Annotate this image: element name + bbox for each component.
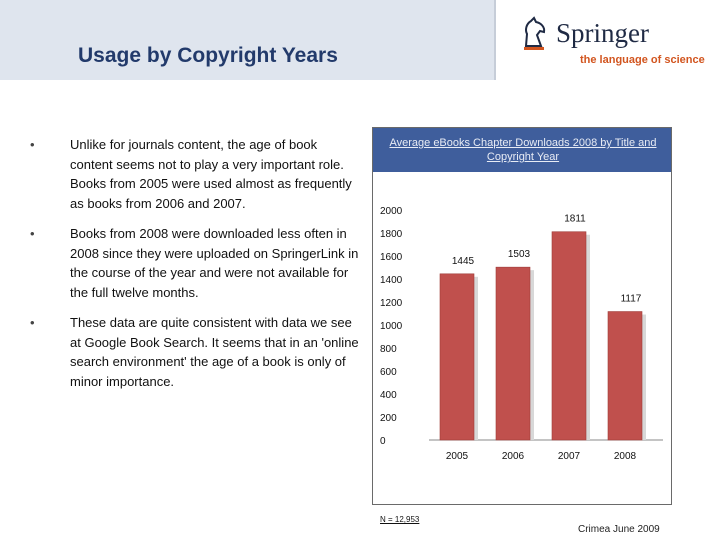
y-tick-label: 0: [380, 436, 386, 447]
bullet-text: These data are quite consistent with dat…: [70, 315, 359, 389]
header-band: [0, 0, 496, 80]
slide-title: Usage by Copyright Years: [78, 44, 338, 67]
chart-title: Average eBooks Chapter Downloads 2008 by…: [389, 137, 657, 163]
y-tick-label: 1200: [380, 298, 403, 309]
chart-header: Average eBooks Chapter Downloads 2008 by…: [373, 128, 671, 172]
y-tick-label: 400: [380, 390, 397, 401]
bullet-item: • Books from 2008 were downloaded less o…: [30, 224, 360, 302]
chart-panel: Average eBooks Chapter Downloads 2008 by…: [372, 127, 672, 505]
y-tick-label: 1400: [380, 275, 403, 286]
x-tick-label: 2008: [614, 451, 637, 462]
bar-chart: 0 200 400 600 800 1000 1200 1400 1600 1800 2000 200…: [380, 206, 663, 462]
x-tick-label: 2006: [502, 451, 525, 462]
bar-2008: [607, 311, 643, 441]
header-separator: [494, 0, 496, 80]
data-label: 1445: [452, 256, 475, 267]
bar-2007: [551, 231, 587, 441]
slide-header: Usage by Copyright Years Springer the la…: [0, 0, 720, 80]
y-tick-label: 200: [380, 413, 397, 424]
data-label: 1503: [508, 249, 531, 260]
chart-note: N = 12,953: [380, 515, 420, 524]
x-tick-label: 2005: [446, 451, 469, 462]
bullet-item: • Unlike for journals content, the age o…: [30, 135, 360, 213]
bullet-dot-icon: •: [30, 315, 35, 330]
bullet-list: • Unlike for journals content, the age o…: [30, 135, 360, 402]
data-label: 1811: [564, 214, 586, 225]
bar-2005: [439, 273, 475, 441]
y-tick-label: 1000: [380, 321, 403, 332]
bullet-text: Books from 2008 were downloaded less oft…: [70, 226, 359, 300]
data-label: 1117: [621, 294, 642, 305]
x-tick-label: 2007: [558, 451, 581, 462]
y-tick-label: 1800: [380, 229, 403, 240]
horse-logo-icon: [524, 16, 546, 50]
logo-tagline: the language of science: [580, 54, 705, 66]
bullet-dot-icon: •: [30, 226, 35, 241]
footer-text: Crimea June 2009: [578, 524, 660, 535]
y-tick-label: 800: [380, 344, 397, 355]
springer-logo: Springer the language of science: [520, 14, 710, 70]
bullet-text: Unlike for journals content, the age of …: [70, 137, 352, 211]
y-tick-label: 2000: [380, 206, 403, 217]
bar-2006: [495, 266, 531, 441]
logo-name: Springer: [556, 18, 649, 48]
bullet-item: • These data are quite consistent with d…: [30, 313, 360, 391]
y-tick-label: 1600: [380, 252, 403, 263]
y-tick-label: 600: [380, 367, 397, 378]
bullet-dot-icon: •: [30, 137, 35, 152]
